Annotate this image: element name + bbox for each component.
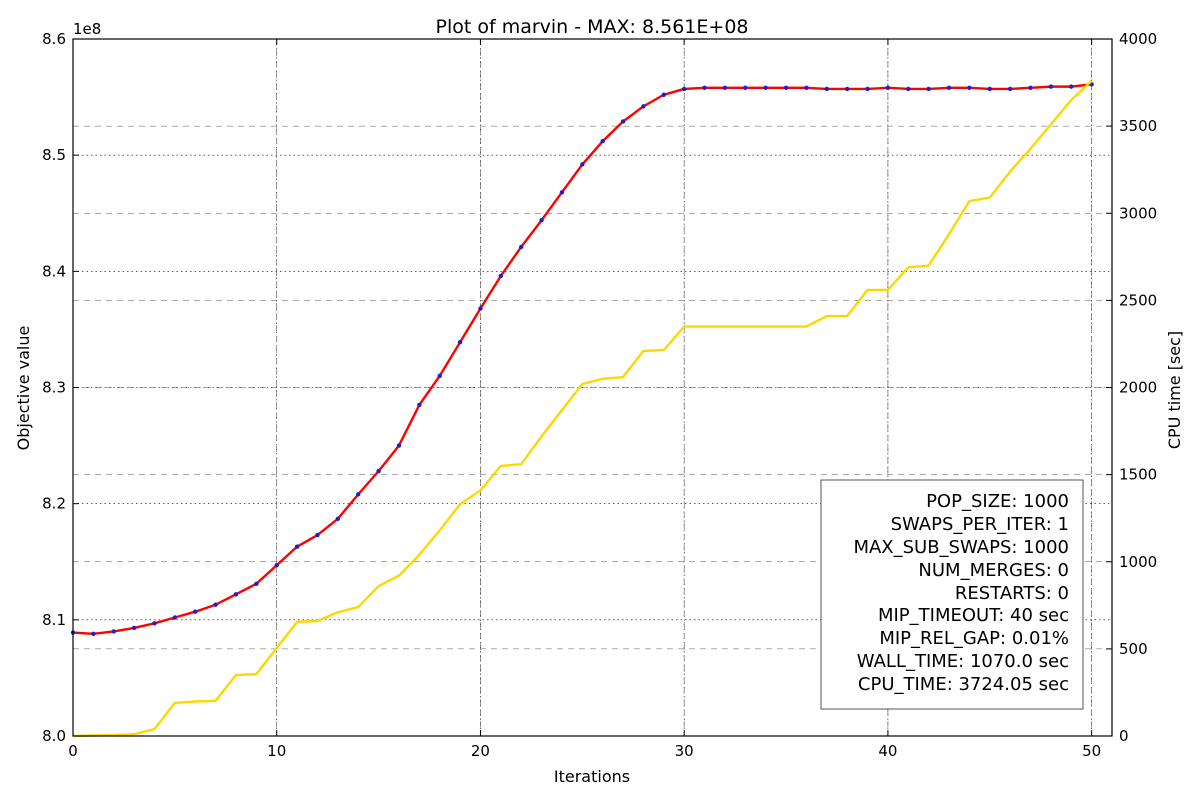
box-line-num-merges: NUM_MERGES: 0 bbox=[918, 560, 1069, 581]
objective-point bbox=[172, 615, 178, 620]
objective-point bbox=[600, 139, 605, 144]
y2-tick-label: 2500 bbox=[1119, 291, 1157, 309]
y2-tick-label: 500 bbox=[1119, 640, 1148, 658]
objective-point bbox=[763, 85, 768, 90]
y-tick-label: 8.2 bbox=[42, 495, 66, 513]
y2-tick-label: 3000 bbox=[1119, 204, 1157, 222]
objective-point bbox=[193, 609, 198, 614]
box-line-pop-size: POP_SIZE: 1000 bbox=[926, 491, 1069, 512]
objective-point bbox=[967, 85, 972, 90]
objective-point bbox=[885, 85, 891, 90]
objective-point bbox=[681, 86, 687, 92]
objective-point bbox=[865, 86, 870, 92]
series-layer bbox=[70, 79, 1094, 738]
objective-point bbox=[580, 162, 585, 167]
x-tick-label: 30 bbox=[675, 742, 694, 760]
chart-title: Plot of marvin - MAX: 8.561E+08 bbox=[435, 16, 748, 38]
objective-point bbox=[722, 85, 728, 90]
objective-point bbox=[396, 443, 402, 448]
objective-point bbox=[1007, 86, 1013, 92]
objective-point bbox=[987, 86, 992, 92]
objective-point bbox=[620, 119, 626, 124]
box-line-swaps-per-iter: SWAPS_PER_ITER: 1 bbox=[891, 514, 1069, 535]
y2-tick-label: 0 bbox=[1119, 727, 1129, 745]
y2-tick-label: 1000 bbox=[1119, 553, 1157, 571]
objective-point bbox=[417, 402, 422, 408]
cpu-time-line bbox=[72, 79, 1093, 738]
y-tick-label: 8.4 bbox=[42, 262, 66, 280]
objective-point bbox=[743, 85, 748, 90]
objective-point bbox=[294, 544, 300, 549]
objective-point bbox=[457, 339, 463, 345]
objective-point bbox=[661, 92, 667, 97]
box-line-mip-rel-gap: MIP_REL_GAP: 0.01% bbox=[879, 628, 1069, 649]
box-line-restarts: RESTARTS: 0 bbox=[955, 583, 1069, 604]
objective-point bbox=[274, 563, 279, 568]
run-parameters-frame bbox=[820, 479, 1084, 710]
objective-point bbox=[498, 273, 504, 279]
objective-point bbox=[824, 86, 829, 92]
y2-tick-label: 4000 bbox=[1119, 30, 1157, 48]
y2-tick-label: 1500 bbox=[1119, 466, 1157, 484]
y-tick-label: 8.1 bbox=[42, 611, 66, 629]
y-tick-label: 8.0 bbox=[42, 727, 66, 745]
y-offset-label: 1e8 bbox=[73, 20, 101, 38]
x-tick-label: 50 bbox=[1082, 742, 1101, 760]
x-tick-label: 20 bbox=[471, 742, 490, 760]
y2-tick-label: 3500 bbox=[1119, 117, 1157, 135]
x-tick-label: 10 bbox=[267, 742, 286, 760]
objective-point bbox=[1048, 84, 1054, 89]
box-line-cpu-time: CPU_TIME: 3724.05 sec bbox=[858, 674, 1069, 695]
objective-point bbox=[926, 86, 931, 92]
y-tick-label: 8.3 bbox=[42, 379, 66, 397]
objective-point bbox=[702, 85, 707, 90]
objective-point bbox=[518, 244, 524, 250]
axis-ticks: 0 10 20 30 40 50 8.0 8.1 8.2 8.3 8.4 8.5 8.6 0 500 1000… bbox=[42, 30, 1157, 760]
objective-point bbox=[356, 492, 361, 497]
objective-point bbox=[539, 218, 544, 223]
objective-point bbox=[254, 581, 259, 587]
y2-tick-label: 2000 bbox=[1119, 379, 1157, 397]
objective-point bbox=[437, 373, 442, 379]
y-tick-label: 8.5 bbox=[42, 146, 66, 164]
y2-axis-label: CPU time [sec] bbox=[1165, 331, 1184, 449]
objective-point bbox=[783, 85, 789, 90]
box-line-wall-time: WALL_TIME: 1070.0 sec bbox=[857, 651, 1069, 672]
y-axis-label: Objective value bbox=[14, 326, 33, 451]
objective-point bbox=[946, 85, 952, 90]
objective-point bbox=[111, 629, 116, 634]
objective-point bbox=[213, 602, 218, 607]
objective-point bbox=[478, 306, 483, 311]
objective-point bbox=[131, 625, 137, 631]
box-line-max-sub-swaps: MAX_SUB_SWAPS: 1000 bbox=[853, 537, 1069, 558]
x-axis-label: Iterations bbox=[554, 767, 630, 786]
x-tick-label: 40 bbox=[878, 742, 897, 760]
objective-point bbox=[804, 85, 809, 90]
objective-point bbox=[152, 621, 157, 626]
objective-point bbox=[233, 592, 239, 597]
y-tick-label: 8.6 bbox=[42, 30, 66, 48]
objective-point bbox=[844, 86, 850, 92]
objective-point bbox=[376, 468, 381, 474]
run-parameters-box: POP_SIZE: 1000 SWAPS_PER_ITER: 1 MAX_SUB… bbox=[820, 479, 1084, 710]
objective-point bbox=[335, 516, 341, 521]
objective-point bbox=[906, 86, 911, 92]
objective-point bbox=[641, 104, 646, 109]
objective-point bbox=[315, 532, 320, 538]
x-tick-label: 0 bbox=[68, 742, 78, 760]
objective-point bbox=[559, 190, 565, 195]
objective-point bbox=[1028, 85, 1033, 90]
objective-point bbox=[1069, 84, 1074, 89]
objective-point bbox=[91, 631, 96, 636]
box-line-mip-timeout: MIP_TIMEOUT: 40 sec bbox=[878, 605, 1069, 626]
